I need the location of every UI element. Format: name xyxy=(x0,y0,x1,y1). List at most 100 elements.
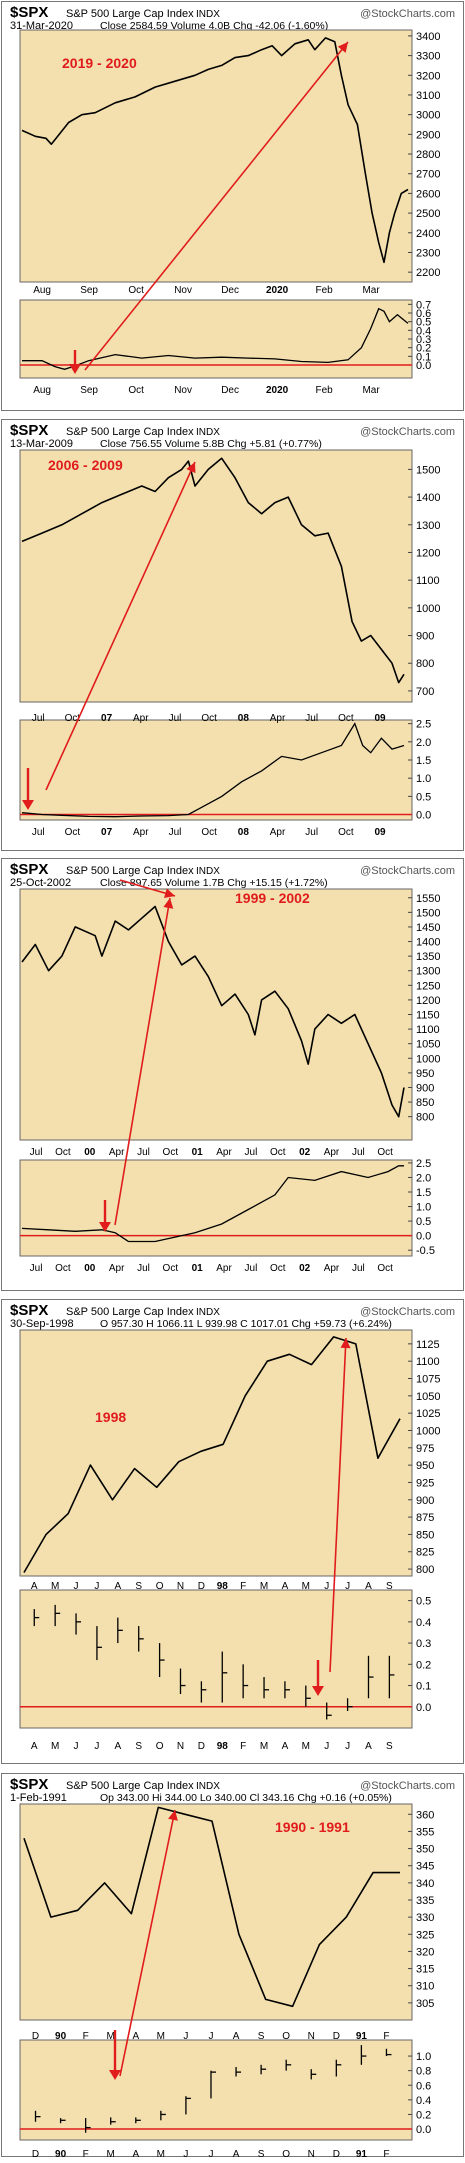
indicator-line xyxy=(21,1165,404,1243)
y-tick-label: 950 xyxy=(416,1068,434,1080)
x-tick-label: Apr xyxy=(216,1147,232,1158)
y-tick-label: 2900 xyxy=(416,129,440,141)
x-tick-label: Jul xyxy=(305,827,318,838)
source-label: @StockCharts.com xyxy=(360,1780,455,1792)
chart-5: $SPX S&P 500 Large Cap Index INDX @StockCha… xyxy=(1,1773,464,2160)
x-tick-label: O xyxy=(282,2149,290,2158)
x-tick-label: Oct xyxy=(377,1263,393,1274)
trend-arrow xyxy=(84,41,349,371)
y-tick-label: 975 xyxy=(416,1443,434,1455)
trend-arrow-head xyxy=(337,42,348,53)
x-tick-label: Apr xyxy=(324,1263,340,1274)
y-tick-label: 310 xyxy=(416,1981,434,1993)
y-tick-label: 1.5 xyxy=(416,755,431,767)
x-tick-label: Jul xyxy=(137,1263,150,1274)
x-tick-label: J xyxy=(208,2149,213,2158)
y-tick-label: 2300 xyxy=(416,247,440,259)
symbol-label: $SPX xyxy=(10,1776,48,1793)
x-tick-label: J xyxy=(208,2031,213,2042)
x-tick-label: Oct xyxy=(163,1147,179,1158)
symbol-label: $SPX xyxy=(10,4,48,21)
price-panel-ticks: 800 850 900 950 1000 1050 1100 1150 1200 1250 1300… xyxy=(408,893,440,1124)
y-tick-label: 1.0 xyxy=(416,2051,431,2063)
price-panel: 700 800 900 1000 1100 1200 1300 1400 1500 xyxy=(19,449,440,703)
y-tick-label: 0.2 xyxy=(416,343,431,355)
y-tick-label: 0.0 xyxy=(416,2124,431,2136)
x-tick-label: D xyxy=(32,2031,39,2042)
x-tick-label: Oct xyxy=(55,1263,71,1274)
hlc-bar xyxy=(179,1668,186,1695)
x-tick-label: O xyxy=(282,2031,290,2042)
x-tick-label: Oct xyxy=(270,1147,286,1158)
x-tick-label: A xyxy=(31,1741,38,1752)
index-name: S&P 500 Large Cap Index xyxy=(66,8,194,20)
y-tick-label: 1100 xyxy=(416,1024,440,1036)
x-tick-label: Jul xyxy=(169,713,182,724)
y-tick-label: 320 xyxy=(416,1946,434,1958)
exchange-label: INDX xyxy=(196,1307,220,1318)
y-tick-label: 700 xyxy=(416,686,434,698)
x-tick-label: Oct xyxy=(377,1147,393,1158)
y-tick-label: 0.3 xyxy=(416,1638,431,1650)
x-tick-label: 2020 xyxy=(266,285,289,296)
indicator-panel: 0.00.10.20.30.40.50.60.7 xyxy=(19,299,431,379)
x-tick-label: D xyxy=(198,1581,205,1592)
indicator-panel-background xyxy=(19,1589,413,1729)
x-tick-label: Oct xyxy=(128,385,144,396)
x-tick-label: J xyxy=(74,1741,79,1752)
y-tick-label: 1000 xyxy=(416,1425,440,1437)
y-tick-label: 0.2 xyxy=(416,2109,431,2121)
y-tick-label: 800 xyxy=(416,1564,434,1576)
x-tick-label: M xyxy=(260,1581,268,1592)
x-tick-label: Oct xyxy=(65,713,81,724)
index-name: S&P 500 Large Cap Index xyxy=(66,1780,194,1792)
trend-arrow xyxy=(329,1337,347,1673)
y-tick-label: 0.0 xyxy=(416,810,431,822)
y-tick-label: 1100 xyxy=(416,1356,440,1368)
y-tick-label: 1200 xyxy=(416,995,440,1007)
y-tick-label: 0.6 xyxy=(416,308,431,320)
y-tick-label: 0.5 xyxy=(416,1596,431,1608)
price-panel: 305 310 315 320 325 330 335 340 345 350 355 360 xyxy=(19,1803,434,2021)
x-tick-label: Jul xyxy=(352,1147,365,1158)
x-tick-label: N xyxy=(177,1741,184,1752)
y-tick-label: 1450 xyxy=(416,922,440,934)
y-tick-label: 1300 xyxy=(416,966,440,978)
x-tick-label: J xyxy=(183,2031,188,2042)
hlc-bar xyxy=(110,2117,116,2125)
x-tick-label: A xyxy=(132,2031,139,2042)
symbol-label: $SPX xyxy=(10,1302,48,1319)
x-tick-label: 07 xyxy=(101,827,113,838)
x-tick-label: M xyxy=(157,2149,165,2158)
y-tick-label: 325 xyxy=(416,1929,434,1941)
x-tick-label: Oct xyxy=(128,285,144,296)
y-tick-label: 850 xyxy=(416,1097,434,1109)
chart-header: $SPX S&P 500 Large Cap Index INDX @StockCha… xyxy=(10,1776,455,1804)
y-tick-label: 900 xyxy=(416,1495,434,1507)
period-annotation: 1998 xyxy=(95,1409,126,1425)
index-name: S&P 500 Large Cap Index xyxy=(66,1306,194,1318)
price-line xyxy=(21,905,405,1118)
y-tick-label: 305 xyxy=(416,1998,434,2010)
x-tick-label: Oct xyxy=(338,827,354,838)
x-tick-label: D xyxy=(333,2031,340,2042)
x-tick-label: M xyxy=(302,1741,310,1752)
y-tick-label: 1550 xyxy=(416,893,440,905)
y-tick-label: 2.0 xyxy=(416,1172,431,1184)
y-tick-label: 0.0 xyxy=(416,1702,431,1714)
x-tick-label: M xyxy=(51,1741,59,1752)
x-tick-label: 91 xyxy=(356,2149,368,2158)
x-tick-label: J xyxy=(345,1741,350,1752)
x-tick-label: S xyxy=(135,1741,142,1752)
x-tick-label: Mar xyxy=(362,385,380,396)
indicator-panel: 0.0 0.1 0.2 0.3 0.4 0.5 xyxy=(19,1589,431,1729)
price-line xyxy=(21,37,409,264)
y-tick-label: 3300 xyxy=(416,51,440,63)
price-panel-background xyxy=(19,888,413,1141)
exchange-label: INDX xyxy=(196,1781,220,1792)
y-tick-label: 335 xyxy=(416,1895,434,1907)
x-tick-label: Apr xyxy=(324,1147,340,1158)
y-tick-label: 2700 xyxy=(416,169,440,181)
indicator-panel-background xyxy=(19,2039,413,2141)
x-tick-label: Jul xyxy=(245,1147,258,1158)
